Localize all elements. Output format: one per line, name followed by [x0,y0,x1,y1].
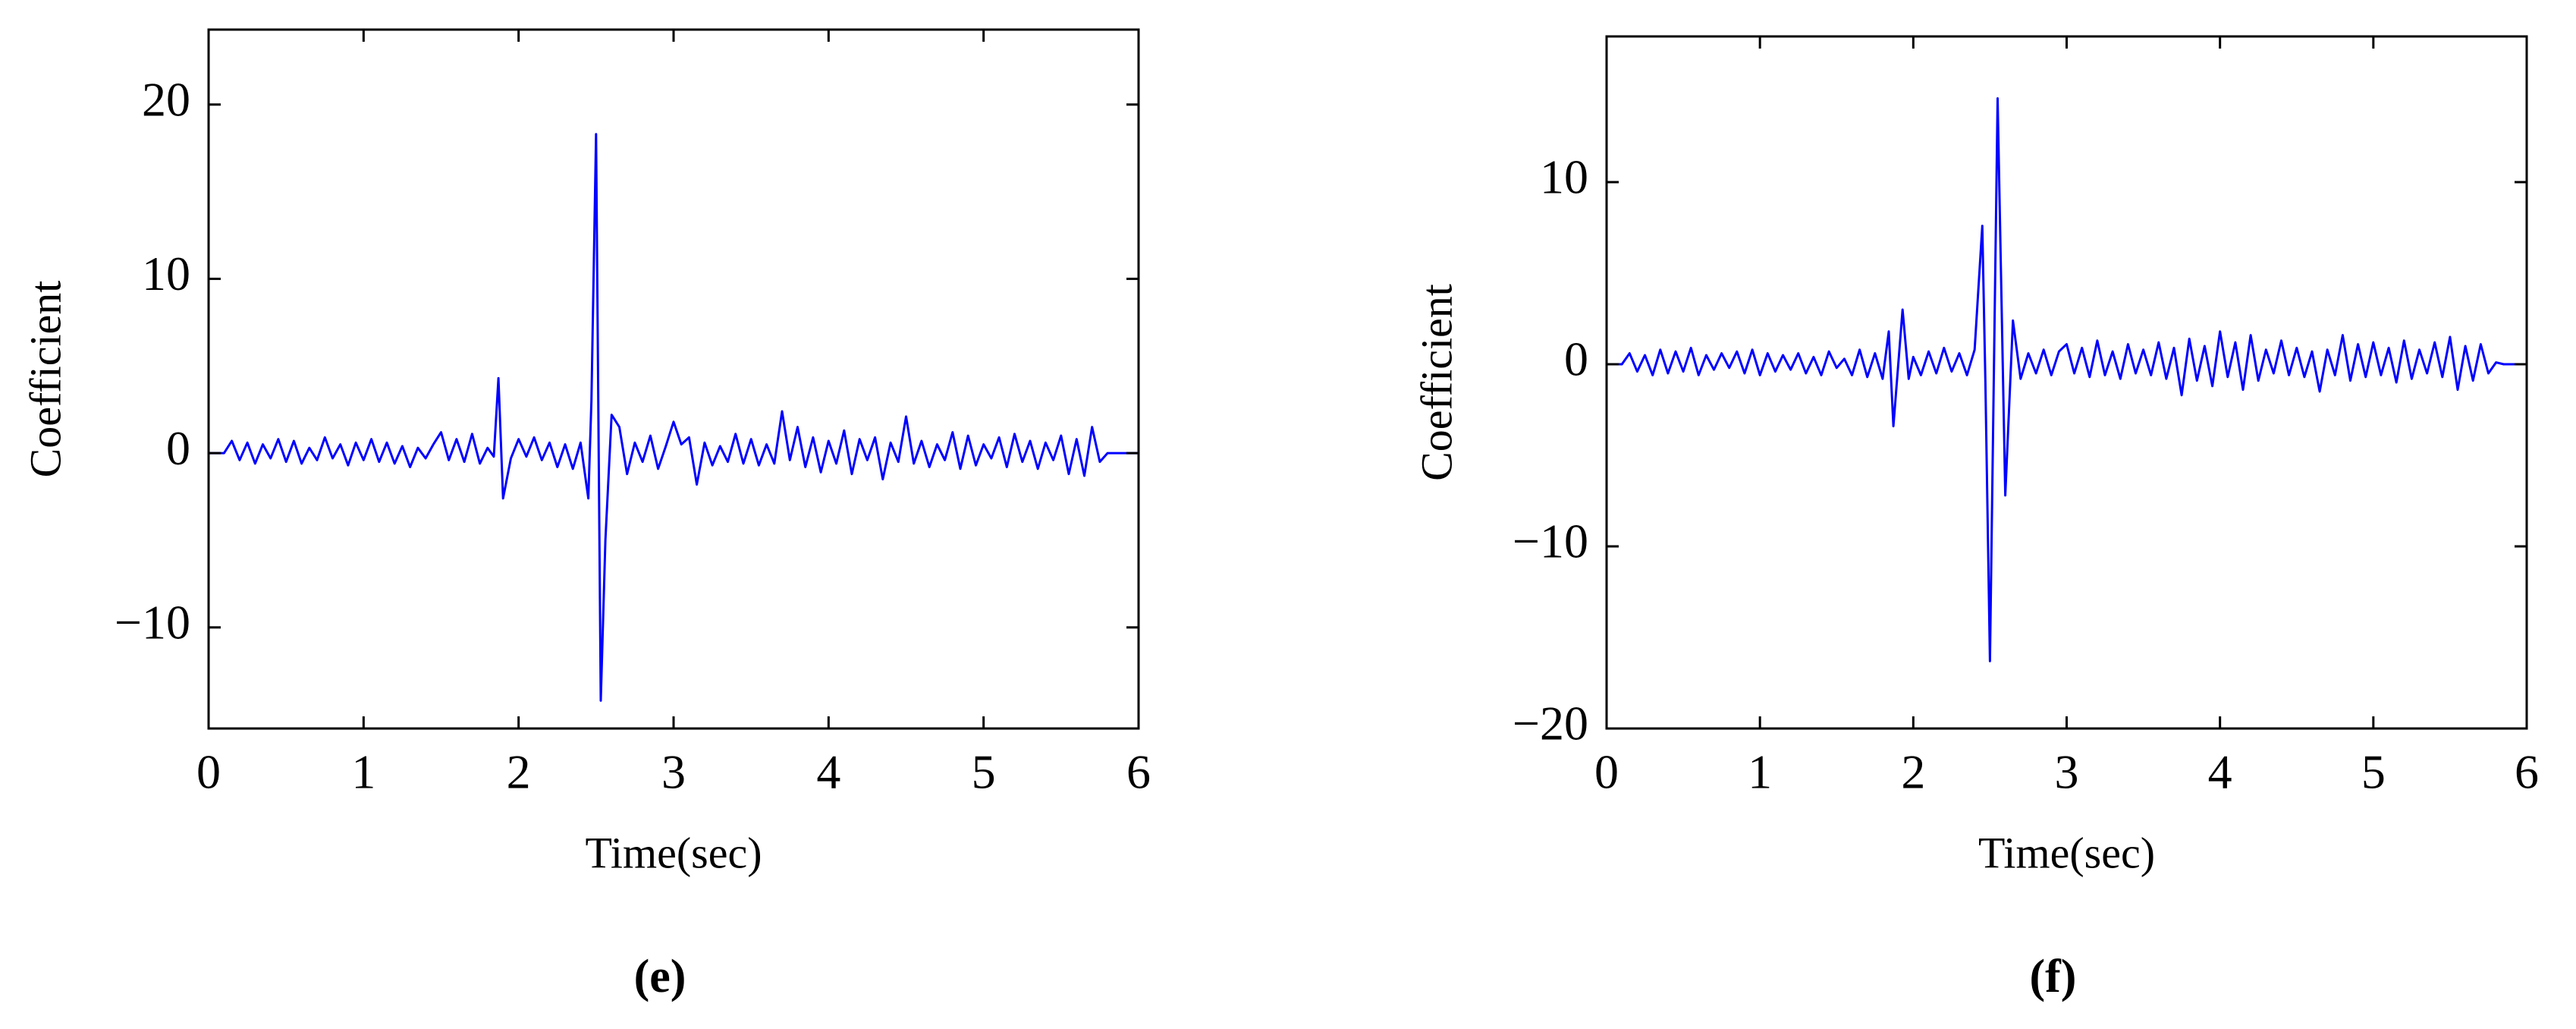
x-tick-label: 6 [1126,745,1151,799]
y-axis-label: Coefficient [20,281,70,478]
x-tick-label: 3 [2055,745,2079,799]
x-axis-label: Time(sec) [1978,828,2155,877]
x-tick-label: 5 [2361,745,2386,799]
y-tick-label: −10 [1513,514,1588,568]
x-tick-label: 5 [972,745,996,799]
x-axis-label: Time(sec) [585,828,762,877]
y-axis-label: Coefficient [1412,284,1461,481]
y-tick-label: 0 [166,421,190,475]
x-tick-label: 4 [816,745,840,799]
y-tick-label: 20 [142,72,190,126]
x-tick-label: 1 [1748,745,1772,799]
x-tick-label: 2 [507,745,531,799]
x-tick-label: 1 [351,745,375,799]
y-tick-label: 10 [142,247,190,301]
x-tick-label: 2 [1901,745,1925,799]
x-tick-label: 3 [661,745,686,799]
y-tick-label: −10 [115,595,190,649]
plot-frame [207,28,1140,730]
signal-line [209,133,1139,702]
x-tick-label: 6 [2515,745,2539,799]
y-tick-label: −20 [1513,697,1588,751]
caption: (e) [634,951,686,1002]
y-tick-label: 10 [1540,150,1588,204]
x-tick-label: 0 [1594,745,1619,799]
x-tick-label: 4 [2208,745,2232,799]
x-tick-label: 0 [196,745,221,799]
y-tick-label: 0 [1564,332,1588,386]
plot-frame [1605,35,2528,730]
signal-line [1607,97,2527,662]
caption: (f) [2030,951,2077,1002]
